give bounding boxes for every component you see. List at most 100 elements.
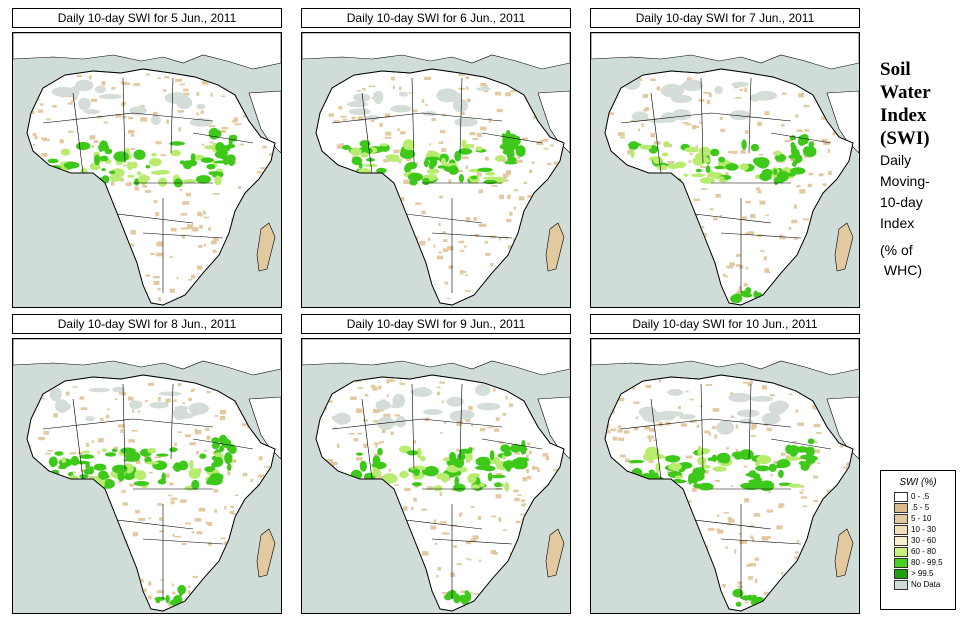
legend-item: 0 - .5	[894, 491, 955, 502]
country-border	[72, 398, 84, 480]
country-border	[700, 77, 704, 164]
legend-swatch	[894, 557, 908, 568]
panel-title: Daily 10-day SWI for 7 Jun., 2011	[590, 8, 860, 28]
country-border	[700, 383, 704, 470]
country-border	[170, 77, 174, 154]
country-border	[650, 92, 662, 174]
arabia-land	[537, 90, 570, 154]
country-border	[396, 212, 483, 224]
legend-item: 80 - 99.5	[894, 557, 955, 568]
country-border	[620, 418, 792, 430]
country-border	[331, 418, 503, 430]
desc-line: Index	[880, 215, 915, 231]
swi-legend: SWI (%) 0 - .5 .5 - 5 5 - 10 10 - 30 30 - 60…	[880, 470, 956, 610]
country-border	[72, 92, 84, 174]
madagascar-land	[256, 222, 276, 272]
map-svg	[591, 339, 859, 612]
country-border	[170, 383, 174, 460]
map-svg	[591, 33, 859, 306]
legend-label: No Data	[911, 580, 941, 589]
africa-swi-map	[590, 32, 860, 308]
panel-title: Daily 10-day SWI for 10 Jun., 2011	[590, 314, 860, 334]
title-line: Soil	[880, 59, 911, 80]
unit-line: WHC)	[880, 262, 922, 278]
country-border	[142, 538, 224, 545]
legend-label: 30 - 60	[911, 536, 936, 545]
country-border	[431, 538, 513, 545]
legend-item: 60 - 80	[894, 546, 955, 557]
legend-swatch	[894, 513, 908, 524]
country-border	[107, 518, 194, 530]
madagascar-land	[256, 528, 276, 578]
madagascar-land	[545, 222, 565, 272]
legend-swatch	[894, 568, 908, 579]
country-border	[42, 112, 214, 124]
panel-title: Daily 10-day SWI for 9 Jun., 2011	[301, 314, 571, 334]
arabia-land	[826, 396, 859, 460]
africa-land	[604, 68, 854, 306]
country-border	[720, 232, 802, 239]
coastline	[26, 68, 276, 306]
africa-swi-map	[301, 32, 571, 308]
panel-title: Daily 10-day SWI for 6 Jun., 2011	[301, 8, 571, 28]
legend-label: 5 - 10	[911, 514, 932, 523]
index-description: Daily Moving- 10-day Index	[880, 150, 966, 234]
panel-title: Daily 10-day SWI for 8 Jun., 2011	[12, 314, 282, 334]
africa-swi-map	[590, 338, 860, 614]
legend-label: 0 - .5	[911, 492, 930, 501]
desc-line: Moving-	[880, 173, 930, 189]
desc-line: 10-day	[880, 194, 923, 210]
legend-label: 80 - 99.5	[911, 558, 943, 567]
legend-swatch	[894, 546, 908, 557]
madagascar-land	[834, 528, 854, 578]
country-border	[650, 398, 662, 480]
index-title: Soil Water Index (SWI)	[880, 58, 966, 150]
europe-land	[302, 339, 570, 376]
map-svg	[302, 339, 570, 612]
country-border	[411, 383, 415, 470]
legend-item: 10 - 30	[894, 524, 955, 535]
africa-swi-map	[12, 338, 282, 614]
legend-swatch	[894, 579, 908, 590]
country-border	[122, 383, 126, 470]
title-line: Index	[880, 105, 927, 126]
coastline	[26, 374, 276, 612]
country-border	[411, 77, 415, 164]
country-border	[459, 77, 463, 154]
legend-swatch	[894, 502, 908, 513]
legend-item: .5 - 5	[894, 502, 955, 513]
arabia-land	[537, 396, 570, 460]
country-border	[192, 132, 254, 144]
legend-label: > 99.5	[911, 569, 934, 578]
country-border	[107, 212, 194, 224]
arabia-land	[826, 90, 859, 154]
panel-title: Daily 10-day SWI for 5 Jun., 2011	[12, 8, 282, 28]
legend-swatch	[894, 535, 908, 546]
country-border	[481, 132, 543, 144]
legend-title: SWI (%)	[899, 477, 937, 488]
africa-swi-map	[301, 338, 571, 614]
legend-item: > 99.5	[894, 568, 955, 579]
legend-label: 60 - 80	[911, 547, 936, 556]
europe-land	[302, 33, 570, 70]
coastline	[604, 374, 854, 612]
map-svg	[302, 33, 570, 306]
country-border	[685, 212, 772, 224]
country-border	[720, 538, 802, 545]
desc-line: Daily	[880, 152, 912, 168]
title-line: Water	[880, 82, 931, 103]
legend-item: 30 - 60	[894, 535, 955, 546]
africa-swi-map	[12, 32, 282, 308]
arabia-land	[248, 396, 281, 460]
index-unit: (% of WHC)	[880, 240, 966, 280]
arabia-land	[248, 90, 281, 154]
country-border	[459, 383, 463, 460]
legend-item: 5 - 10	[894, 513, 955, 524]
unit-line: (% of	[880, 242, 913, 258]
country-border	[331, 112, 503, 124]
europe-land	[591, 339, 859, 376]
africa-land	[26, 68, 276, 306]
legend-item: No Data	[894, 579, 955, 590]
title-line: (SWI)	[880, 128, 930, 149]
country-border	[122, 77, 126, 164]
